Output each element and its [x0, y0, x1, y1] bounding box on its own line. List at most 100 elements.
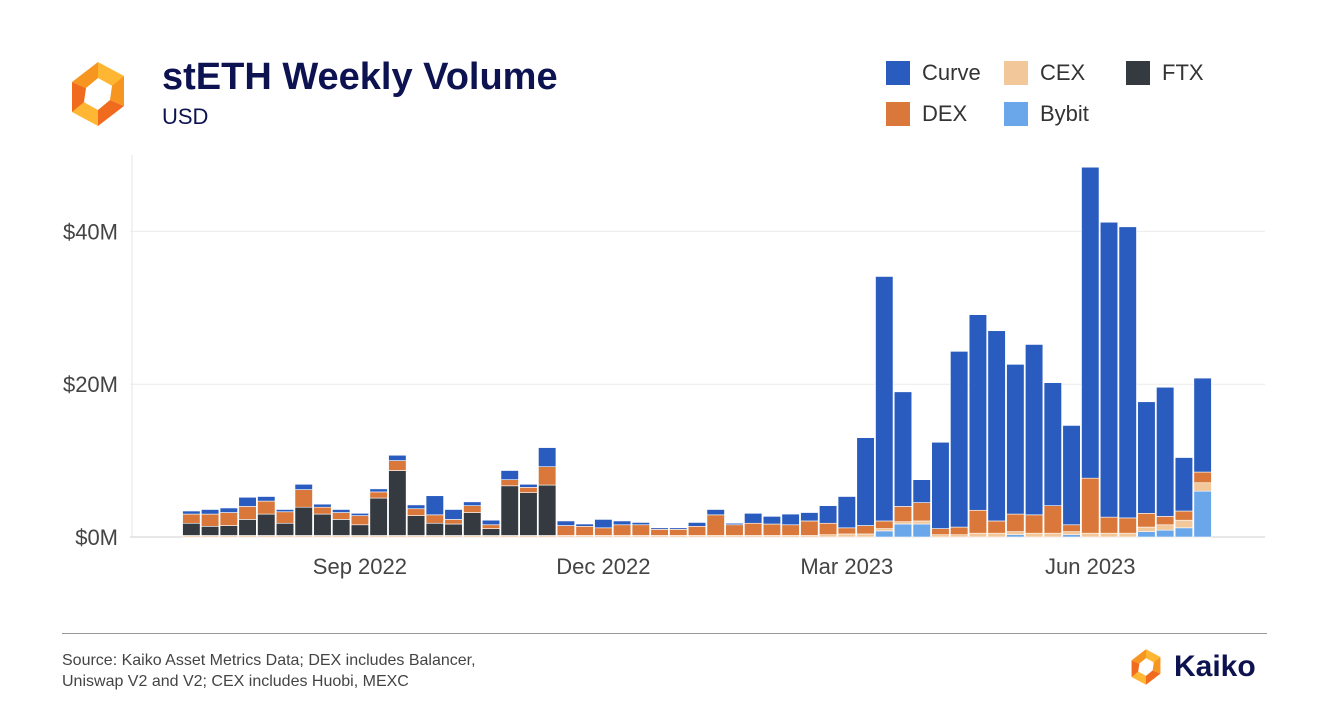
- bar-segment-curve: [369, 488, 388, 493]
- bar-segment-dex: [519, 487, 538, 493]
- legend-label-curve: Curve: [922, 60, 981, 85]
- bar-segment-curve: [725, 522, 744, 526]
- bar-segment-dex: [1081, 477, 1100, 534]
- bar-segment-cex: [875, 528, 894, 532]
- bar-segment-cex: [837, 533, 856, 538]
- bar-segment-cex: [1156, 524, 1175, 531]
- bar-segment-dex: [575, 525, 594, 536]
- bar-segment-dex: [856, 525, 875, 535]
- bar-segment-curve: [388, 454, 407, 461]
- bar-segment-cex: [1025, 532, 1044, 538]
- bar-segment-curve: [238, 496, 257, 507]
- bar-segment-curve: [1062, 425, 1081, 526]
- bar-segment-curve: [1025, 344, 1044, 516]
- bar-segment-cex: [912, 520, 931, 525]
- legend-label-ftx: FTX: [1162, 60, 1204, 85]
- bar-segment-cex: [1193, 482, 1212, 492]
- bar-segment-curve: [950, 351, 969, 528]
- bar-segment-ftx: [538, 484, 557, 536]
- bar-segment-dex: [631, 524, 650, 536]
- bar-segment-dex: [1156, 516, 1175, 526]
- legend-label-dex: DEX: [922, 101, 968, 126]
- bar-segment-curve: [407, 504, 426, 510]
- bar-segment-ftx: [350, 524, 369, 536]
- bar-segment-curve: [556, 520, 575, 526]
- bar-segment-bybit: [893, 523, 913, 538]
- bar-segment-dex: [819, 522, 838, 536]
- bar-segment-dex: [613, 524, 632, 536]
- bar-segment-bybit: [1156, 529, 1175, 538]
- bar-segment-curve: [650, 527, 669, 530]
- legend-swatch-ftx: [1126, 61, 1150, 85]
- bar-segment-cex: [1174, 519, 1193, 529]
- bar-segment-curve: [1193, 377, 1212, 473]
- x-tick-label: Sep 2022: [313, 554, 407, 579]
- bar-segment-ftx: [257, 513, 276, 536]
- bar-segment-dex: [275, 511, 295, 524]
- bar-segment-ftx: [201, 525, 220, 536]
- footer-divider: [62, 633, 1267, 634]
- bar-segment-dex: [931, 528, 950, 536]
- bar-segment-dex: [950, 526, 969, 536]
- bar-segment-dex: [1118, 517, 1137, 534]
- bar-segment-dex: [800, 520, 819, 536]
- bar-segment-dex: [744, 522, 763, 536]
- bar-segment-dex: [425, 514, 444, 524]
- bar-segment-curve: [613, 520, 632, 526]
- legend-item-curve: Curve: [886, 60, 981, 86]
- bar-segment-curve: [1006, 364, 1025, 515]
- bar-segment-dex: [706, 514, 725, 536]
- bar-segment-dex: [294, 489, 313, 508]
- bar-segment-curve: [519, 483, 538, 488]
- bar-segment-curve: [481, 519, 501, 526]
- bar-segment-curve: [1174, 457, 1193, 512]
- bar-segment-cex: [1099, 532, 1119, 538]
- bar-segment-curve: [350, 513, 369, 516]
- bar-segment-curve: [257, 496, 276, 502]
- bar-segment-dex: [725, 524, 744, 536]
- bar-segment-curve: [931, 441, 950, 529]
- bar-segment-dex: [875, 520, 894, 529]
- bar-segment-dex: [350, 515, 369, 526]
- source-line-2: Uniswap V2 and V2; CEX includes Huobi, M…: [62, 673, 409, 690]
- bar-segment-dex: [388, 460, 407, 471]
- bar-segment-dex: [837, 527, 856, 535]
- chart-subtitle: USD: [162, 104, 209, 129]
- bar-segment-dex: [1193, 471, 1212, 484]
- bar-segment-curve: [856, 437, 875, 526]
- bar-segment-dex: [781, 524, 800, 536]
- bar-segment-cex: [950, 534, 969, 538]
- bar-segment-cex: [1062, 531, 1081, 536]
- bar-segment-dex: [1025, 514, 1044, 534]
- bar-segment-curve: [500, 470, 519, 480]
- bar-segment-curve: [968, 314, 987, 511]
- bar-segment-bybit: [1193, 490, 1212, 538]
- legend: Curve CEX FTX DEX Bybit: [886, 60, 1266, 140]
- bar-segment-ftx: [407, 515, 426, 536]
- x-tick-label: Mar 2023: [800, 554, 893, 579]
- bar-segment-curve: [463, 501, 482, 506]
- source-line-1: Source: Kaiko Asset Metrics Data; DEX in…: [62, 652, 476, 669]
- bar-segment-dex: [1006, 513, 1025, 532]
- bar-segment-cex: [893, 521, 913, 525]
- bar-segment-dex: [1137, 513, 1156, 528]
- bar-segment-curve: [744, 513, 763, 524]
- bar-segment-curve: [294, 483, 313, 490]
- bar-segment-dex: [201, 513, 220, 527]
- bar-segment-dex: [219, 512, 238, 526]
- chart-title: stETH Weekly Volume: [162, 56, 558, 98]
- bar-segment-curve: [819, 505, 838, 524]
- bar-segment-ftx: [294, 506, 313, 536]
- bar-segment-dex: [182, 513, 201, 524]
- bar-segment-ftx: [219, 525, 238, 536]
- bar-segment-cex: [1118, 532, 1137, 538]
- bar-segment-curve: [875, 276, 894, 522]
- x-tick-label: Jun 2023: [1045, 554, 1136, 579]
- bar-segment-bybit: [1174, 527, 1193, 538]
- bar-segment-curve: [182, 510, 201, 515]
- bar-segment-curve: [313, 503, 332, 508]
- bar-segment-ftx: [388, 470, 407, 536]
- bar-segment-ftx: [500, 485, 519, 536]
- bar-segment-cex: [819, 534, 838, 538]
- legend-label-bybit: Bybit: [1040, 101, 1089, 126]
